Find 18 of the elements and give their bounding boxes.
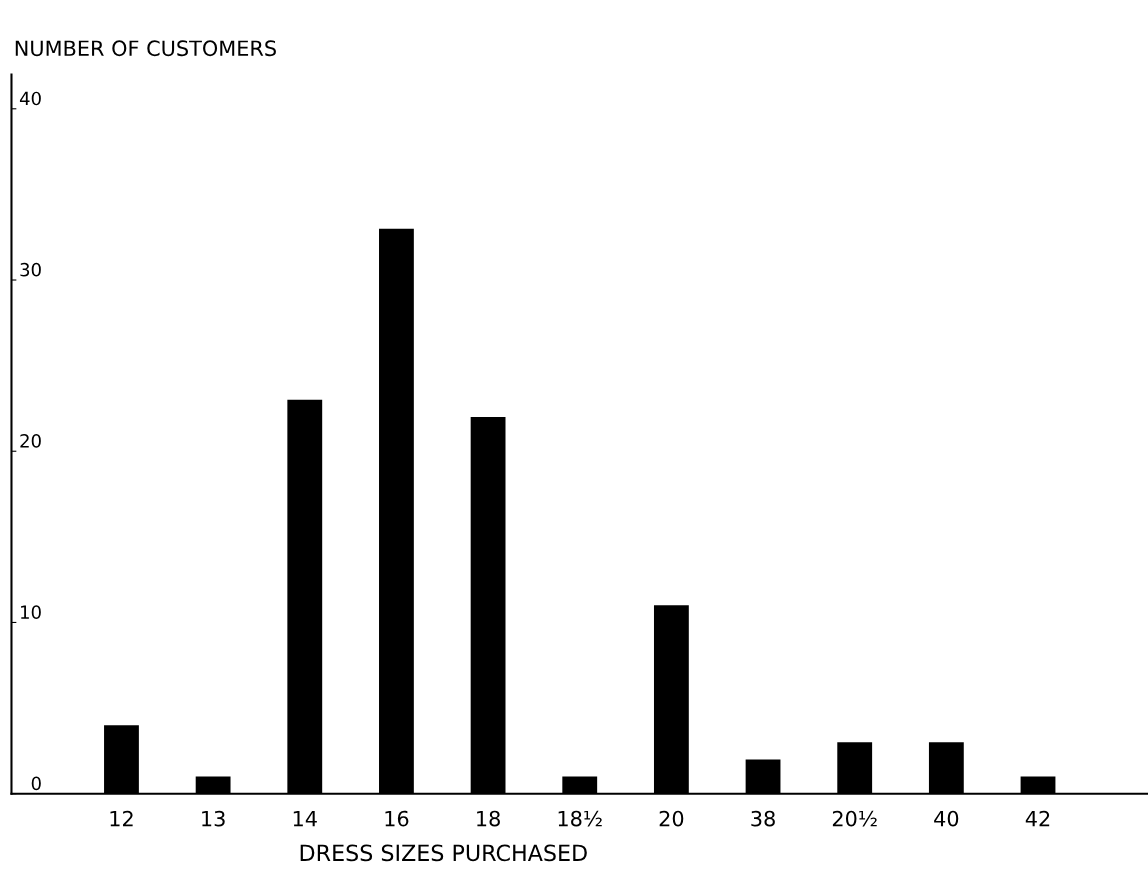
- y-tick-label: 0: [31, 776, 41, 791]
- x-axis-title: DRESS SIZES PURCHASED: [300, 844, 587, 862]
- y-tick-label: 30: [20, 262, 41, 277]
- x-tick-label: 12: [110, 810, 133, 827]
- x-tick-label: 18½: [558, 810, 602, 827]
- x-tick-label: 38: [751, 810, 775, 827]
- x-tick-label: 20: [659, 810, 684, 827]
- x-tick-label: 42: [1025, 810, 1050, 827]
- x-tick-label: 16: [385, 810, 409, 827]
- y-axis-title: NUMBER OF CUSTOMERS: [15, 40, 276, 57]
- y-tick-label: 20: [20, 434, 41, 448]
- y-tick-label: 40: [19, 91, 41, 106]
- y-tick-label: 10: [21, 605, 41, 619]
- x-tick-label: 40: [934, 810, 959, 827]
- x-tick-label: 20½: [832, 810, 877, 827]
- x-tick-label: 13: [202, 810, 225, 827]
- x-tick-label: 18: [477, 810, 500, 827]
- x-tick-label: 14: [293, 810, 317, 827]
